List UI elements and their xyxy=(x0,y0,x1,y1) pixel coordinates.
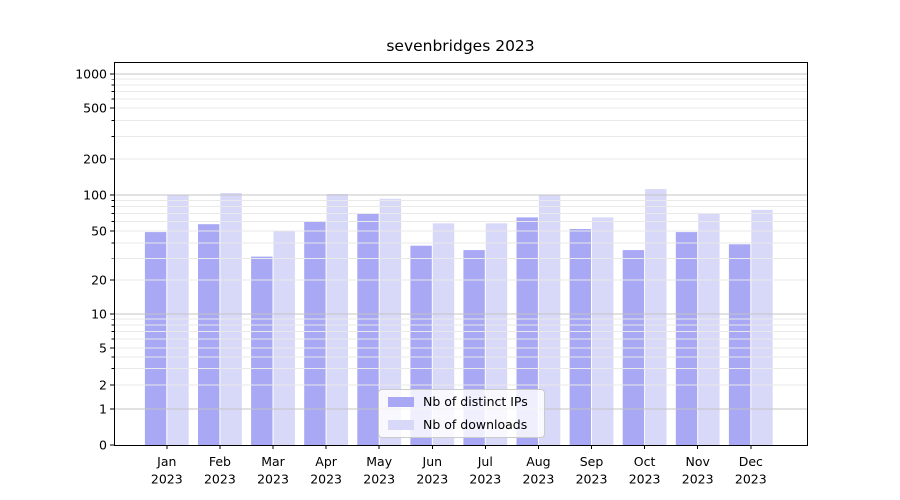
legend-swatch-downloads-icon xyxy=(388,419,414,430)
y-tick-label: 5 xyxy=(99,340,107,355)
x-tick-label-year: 2023 xyxy=(310,472,342,487)
x-tick-label-month: Aug xyxy=(526,454,550,469)
plot-frame xyxy=(114,62,808,446)
bar-distinct-ips-feb xyxy=(198,224,220,445)
x-tick-label-month: Jan xyxy=(156,454,176,469)
x-tick-label-month: Sep xyxy=(580,454,604,469)
x-tick-label-year: 2023 xyxy=(151,472,183,487)
legend-label-downloads: Nb of downloads xyxy=(423,416,528,432)
legend-item-downloads: Nb of downloads xyxy=(388,416,535,432)
x-tick-label-year: 2023 xyxy=(204,472,236,487)
x-tick-label-year: 2023 xyxy=(363,472,395,487)
legend-label-distinct-ips: Nb of distinct IPs xyxy=(423,394,528,409)
bar-downloads-oct xyxy=(645,189,667,445)
x-tick-label-month: Feb xyxy=(209,454,231,469)
chart-title: sevenbridges 2023 xyxy=(386,37,535,55)
x-tick-label-month: Dec xyxy=(739,454,763,469)
x-tick-label-year: 2023 xyxy=(576,472,608,487)
y-tick-label: 10 xyxy=(91,306,107,321)
x-tick-label-month: Nov xyxy=(685,454,710,469)
bar-distinct-ips-apr xyxy=(304,221,326,445)
bar-distinct-ips-may xyxy=(357,213,379,445)
y-tick-label: 1 xyxy=(99,401,107,416)
x-tick-label-month: Apr xyxy=(315,454,337,469)
x-tick-label-month: Jul xyxy=(477,454,493,469)
labels-layer: 0 1 2 5 10 20 50 100 200 500 1000 Jan 2023 Feb 2023 Mar… xyxy=(75,66,767,486)
y-tick-label: 200 xyxy=(83,151,107,166)
bar-downloads-may xyxy=(379,198,402,445)
bar-downloads-nov xyxy=(698,213,720,445)
y-tick-label: 2 xyxy=(99,377,107,392)
legend-swatch-distinct-ips-icon xyxy=(388,397,414,408)
x-tick-label-month: Mar xyxy=(261,454,285,469)
legend-item-distinct-ips: Nb of distinct IPs xyxy=(388,394,535,409)
bar-distinct-ips-jan xyxy=(144,232,167,445)
y-tick-label: 50 xyxy=(91,223,107,238)
y-tick-label: 0 xyxy=(99,437,107,452)
bar-distinct-ips-sep xyxy=(569,229,591,445)
x-tick-label-year: 2023 xyxy=(522,472,554,487)
bar-downloads-jan xyxy=(167,195,189,445)
bar-downloads-mar xyxy=(273,231,295,445)
x-tick-label-year: 2023 xyxy=(469,472,501,487)
x-tick-label-year: 2023 xyxy=(416,472,448,487)
x-tick-label-year: 2023 xyxy=(629,472,661,487)
bar-distinct-ips-mar xyxy=(251,256,273,445)
x-tick-label-year: 2023 xyxy=(257,472,289,487)
x-tick-label-year: 2023 xyxy=(682,472,714,487)
y-tick-label: 1000 xyxy=(75,66,107,81)
bar-distinct-ips-dec xyxy=(728,244,751,445)
legend: Nb of distinct IPs Nb of downloads xyxy=(378,389,545,438)
bar-downloads-dec xyxy=(751,209,773,445)
y-tick-label: 500 xyxy=(83,100,107,115)
grid-layer xyxy=(114,73,807,410)
x-tick-label-month: Jun xyxy=(422,454,443,469)
y-tick-label: 100 xyxy=(83,187,107,202)
bar-distinct-ips-nov xyxy=(675,232,698,445)
x-tick-label-year: 2023 xyxy=(735,472,767,487)
bar-downloads-aug xyxy=(538,195,561,445)
axes-layer xyxy=(110,62,808,449)
x-tick-label-month: Oct xyxy=(634,454,656,469)
x-tick-label-month: May xyxy=(366,454,392,469)
y-tick-label: 20 xyxy=(91,272,107,287)
